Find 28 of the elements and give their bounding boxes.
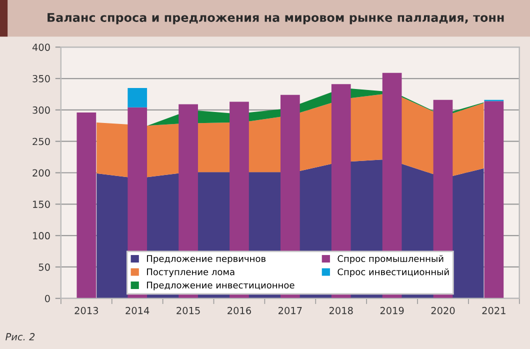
x-tick-label: 2015: [176, 306, 200, 314]
y-tick-label: 250: [32, 138, 50, 146]
bar: [128, 88, 148, 108]
legend-label: Спрос промышленный: [338, 255, 444, 264]
legend-label: Спрос инвестиционный: [338, 268, 449, 278]
x-tick-label: 2021: [482, 306, 506, 314]
y-tick-label: 350: [32, 75, 50, 82]
y-tick-label: 300: [32, 106, 50, 114]
legend-label: Предложение инвестиционное: [147, 282, 294, 290]
x-tick-label: 2019: [380, 306, 404, 314]
x-tick-label: 2013: [74, 306, 98, 314]
x-tick-label: 2020: [431, 306, 455, 314]
x-tick-label: 2017: [278, 306, 302, 314]
text: Рис. 2: [6, 333, 35, 340]
y-tick-label: 0: [44, 294, 50, 302]
y-tick-label: 200: [32, 169, 50, 177]
y-tick-label: 100: [33, 232, 50, 240]
legend-label: Предложение первичнов: [147, 255, 266, 264]
bar: [76, 112, 96, 298]
y-tick-label: 50: [38, 263, 50, 271]
legend-label: Поступление лома: [147, 268, 234, 278]
y-tick-label: 150: [33, 200, 50, 208]
chart-title: Баланс спроса и предложения на мировом рынке палладия, тонн: [48, 13, 504, 24]
x-tick-label: 2014: [126, 306, 150, 314]
bar: [484, 101, 504, 298]
x-tick-label: 2018: [329, 306, 353, 314]
y-tick-label: 400: [32, 44, 50, 51]
x-tick-label: 2016: [228, 306, 251, 314]
